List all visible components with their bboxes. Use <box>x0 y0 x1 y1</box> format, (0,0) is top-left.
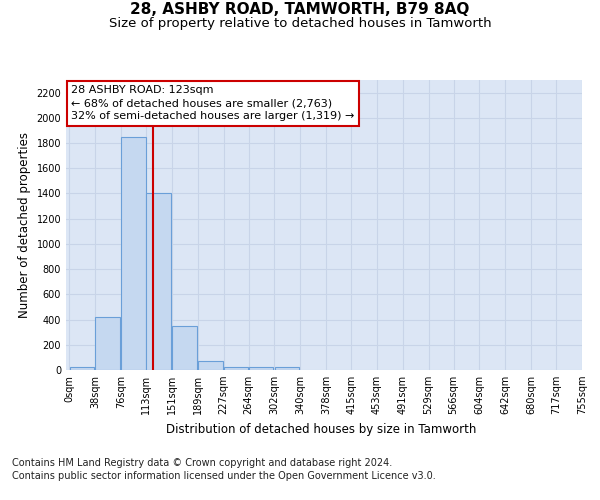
Bar <box>275 368 299 370</box>
Bar <box>95 317 120 370</box>
Bar <box>70 368 94 370</box>
Text: Contains HM Land Registry data © Crown copyright and database right 2024.: Contains HM Land Registry data © Crown c… <box>12 458 392 468</box>
Bar <box>198 361 223 370</box>
Bar <box>249 368 274 370</box>
Text: Size of property relative to detached houses in Tamworth: Size of property relative to detached ho… <box>109 18 491 30</box>
Text: 28 ASHBY ROAD: 123sqm
← 68% of detached houses are smaller (2,763)
32% of semi-d: 28 ASHBY ROAD: 123sqm ← 68% of detached … <box>71 85 355 122</box>
Text: Contains public sector information licensed under the Open Government Licence v3: Contains public sector information licen… <box>12 471 436 481</box>
Y-axis label: Number of detached properties: Number of detached properties <box>18 132 31 318</box>
Bar <box>172 326 197 370</box>
Bar <box>121 136 146 370</box>
Text: Distribution of detached houses by size in Tamworth: Distribution of detached houses by size … <box>166 422 476 436</box>
Bar <box>224 367 248 370</box>
Bar <box>146 194 171 370</box>
Text: 28, ASHBY ROAD, TAMWORTH, B79 8AQ: 28, ASHBY ROAD, TAMWORTH, B79 8AQ <box>130 2 470 18</box>
